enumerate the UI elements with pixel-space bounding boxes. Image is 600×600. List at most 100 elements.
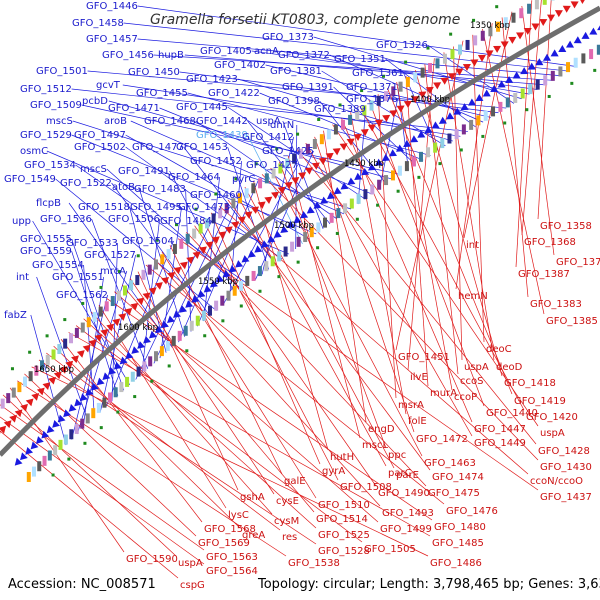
tick-mark <box>81 301 85 305</box>
kbp-marker: 1500 kbp <box>274 221 314 231</box>
forward-gene-label: GFO_1456 <box>102 50 154 61</box>
functional-category-block <box>404 161 409 172</box>
forward-gene-label: GFO_1512 <box>20 84 72 95</box>
kbp-marker: 1350 kbp <box>470 21 510 31</box>
leader-line <box>184 54 546 86</box>
reverse-gene-arrow <box>516 32 525 40</box>
leader-line <box>482 28 545 315</box>
forward-gene-label: GFO_1439 <box>196 130 248 141</box>
forward-gene-label: GFO_1551 <box>52 272 104 283</box>
forward-gene-label: GFO_1495 <box>130 202 182 213</box>
functional-category-block <box>270 256 275 267</box>
functional-category-block <box>309 227 314 238</box>
functional-category-block <box>428 62 433 73</box>
functional-category-block <box>264 173 269 184</box>
forward-gene-arrow <box>35 436 44 444</box>
leader-line <box>341 118 473 423</box>
functional-category-block <box>102 397 107 408</box>
functional-category-block <box>303 232 308 243</box>
forward-gene-label: GFO_1464 <box>168 172 220 183</box>
reverse-gene-arrow <box>389 110 398 118</box>
leader-line <box>463 11 513 239</box>
functional-category-block <box>440 138 445 149</box>
functional-category-block <box>125 376 130 387</box>
functional-category-block <box>405 76 410 87</box>
leader-line <box>296 149 537 445</box>
tick-mark <box>570 81 574 85</box>
reverse-gene-arrow <box>325 152 334 161</box>
reverse-gene-arrow <box>257 201 266 209</box>
leader-line <box>244 186 395 469</box>
forward-gene-arrow <box>333 187 342 195</box>
leader-line <box>186 231 427 487</box>
functional-category-block <box>91 408 96 419</box>
forward-gene-label: GFO_1529 <box>20 130 72 141</box>
functional-category-block <box>476 115 481 126</box>
leader-line <box>30 314 67 446</box>
leader-line <box>125 134 310 240</box>
reverse-gene-arrow <box>470 59 479 67</box>
leader-line <box>137 5 578 67</box>
reverse-gene-arrow <box>118 313 127 321</box>
reverse-gene-label: hutH <box>330 452 354 463</box>
reverse-gene-label: GFO_1499 <box>380 524 432 535</box>
reverse-gene-arrow <box>198 246 207 254</box>
forward-gene-label: GFO_1405 <box>200 46 252 57</box>
functional-category-block <box>390 170 395 181</box>
functional-category-block <box>0 398 5 409</box>
reverse-gene-arrow <box>218 231 227 239</box>
reverse-gene-label: GFO_1528 <box>318 546 370 557</box>
functional-category-block <box>201 310 206 321</box>
functional-category-block <box>370 184 375 195</box>
reverse-gene-arrow <box>9 414 17 423</box>
forward-gene-arrow <box>527 62 536 70</box>
forward-gene-label: GFO_1509 <box>30 100 82 111</box>
leader-line <box>443 52 495 361</box>
functional-category-block <box>34 365 39 376</box>
functional-category-block <box>447 133 452 144</box>
functional-category-block <box>135 275 140 286</box>
functional-category-block <box>450 49 455 60</box>
functional-category-block <box>198 223 203 234</box>
functional-category-block <box>207 305 212 316</box>
forward-gene-arrow <box>300 211 309 219</box>
functional-category-block <box>23 376 28 387</box>
forward-gene-arrow <box>203 285 212 293</box>
tick-mark <box>83 441 87 445</box>
leader-line <box>153 258 381 507</box>
reverse-gene-label: GFO_1449 <box>474 438 526 449</box>
functional-category-block <box>11 387 16 398</box>
reverse-gene-arrow <box>554 10 563 18</box>
forward-gene-arrow <box>68 404 77 412</box>
reverse-gene-arrow <box>277 186 286 195</box>
forward-gene-arrow <box>173 310 181 318</box>
reverse-gene-arrow <box>440 77 449 85</box>
tick-mark <box>275 147 279 151</box>
kbp-marker: 1450 kbp <box>344 159 384 169</box>
functional-category-block <box>369 100 374 111</box>
reverse-gene-arrow <box>531 23 540 31</box>
functional-category-block <box>503 17 508 28</box>
reverse-gene-arrow <box>173 266 182 275</box>
reverse-gene-label: GFO_1480 <box>434 522 486 533</box>
functional-category-block <box>28 371 33 382</box>
reverse-gene-label: GFO_1440 <box>486 408 538 419</box>
forward-gene-label: GFO_1446 <box>86 1 138 12</box>
forward-gene-arrow <box>388 149 398 157</box>
forward-gene-arrow <box>431 121 440 129</box>
forward-gene-label: osmC <box>20 146 48 157</box>
functional-category-block <box>53 445 58 456</box>
leader-line <box>98 304 227 509</box>
forward-gene-arrow <box>490 84 499 93</box>
reverse-gene-label: GFO_1420 <box>526 412 578 423</box>
forward-gene-label: GFO_1457 <box>86 34 138 45</box>
forward-gene-label: GFO_1442 <box>196 116 248 127</box>
tick-mark <box>438 162 442 166</box>
reverse-gene-label: GFO_1383 <box>530 299 582 310</box>
functional-category-block <box>543 75 548 86</box>
kbp-marker: 1400 kbp <box>410 95 450 105</box>
forward-gene-arrow <box>597 25 600 31</box>
leader-line <box>321 70 446 147</box>
forward-gene-arrow <box>254 245 263 253</box>
